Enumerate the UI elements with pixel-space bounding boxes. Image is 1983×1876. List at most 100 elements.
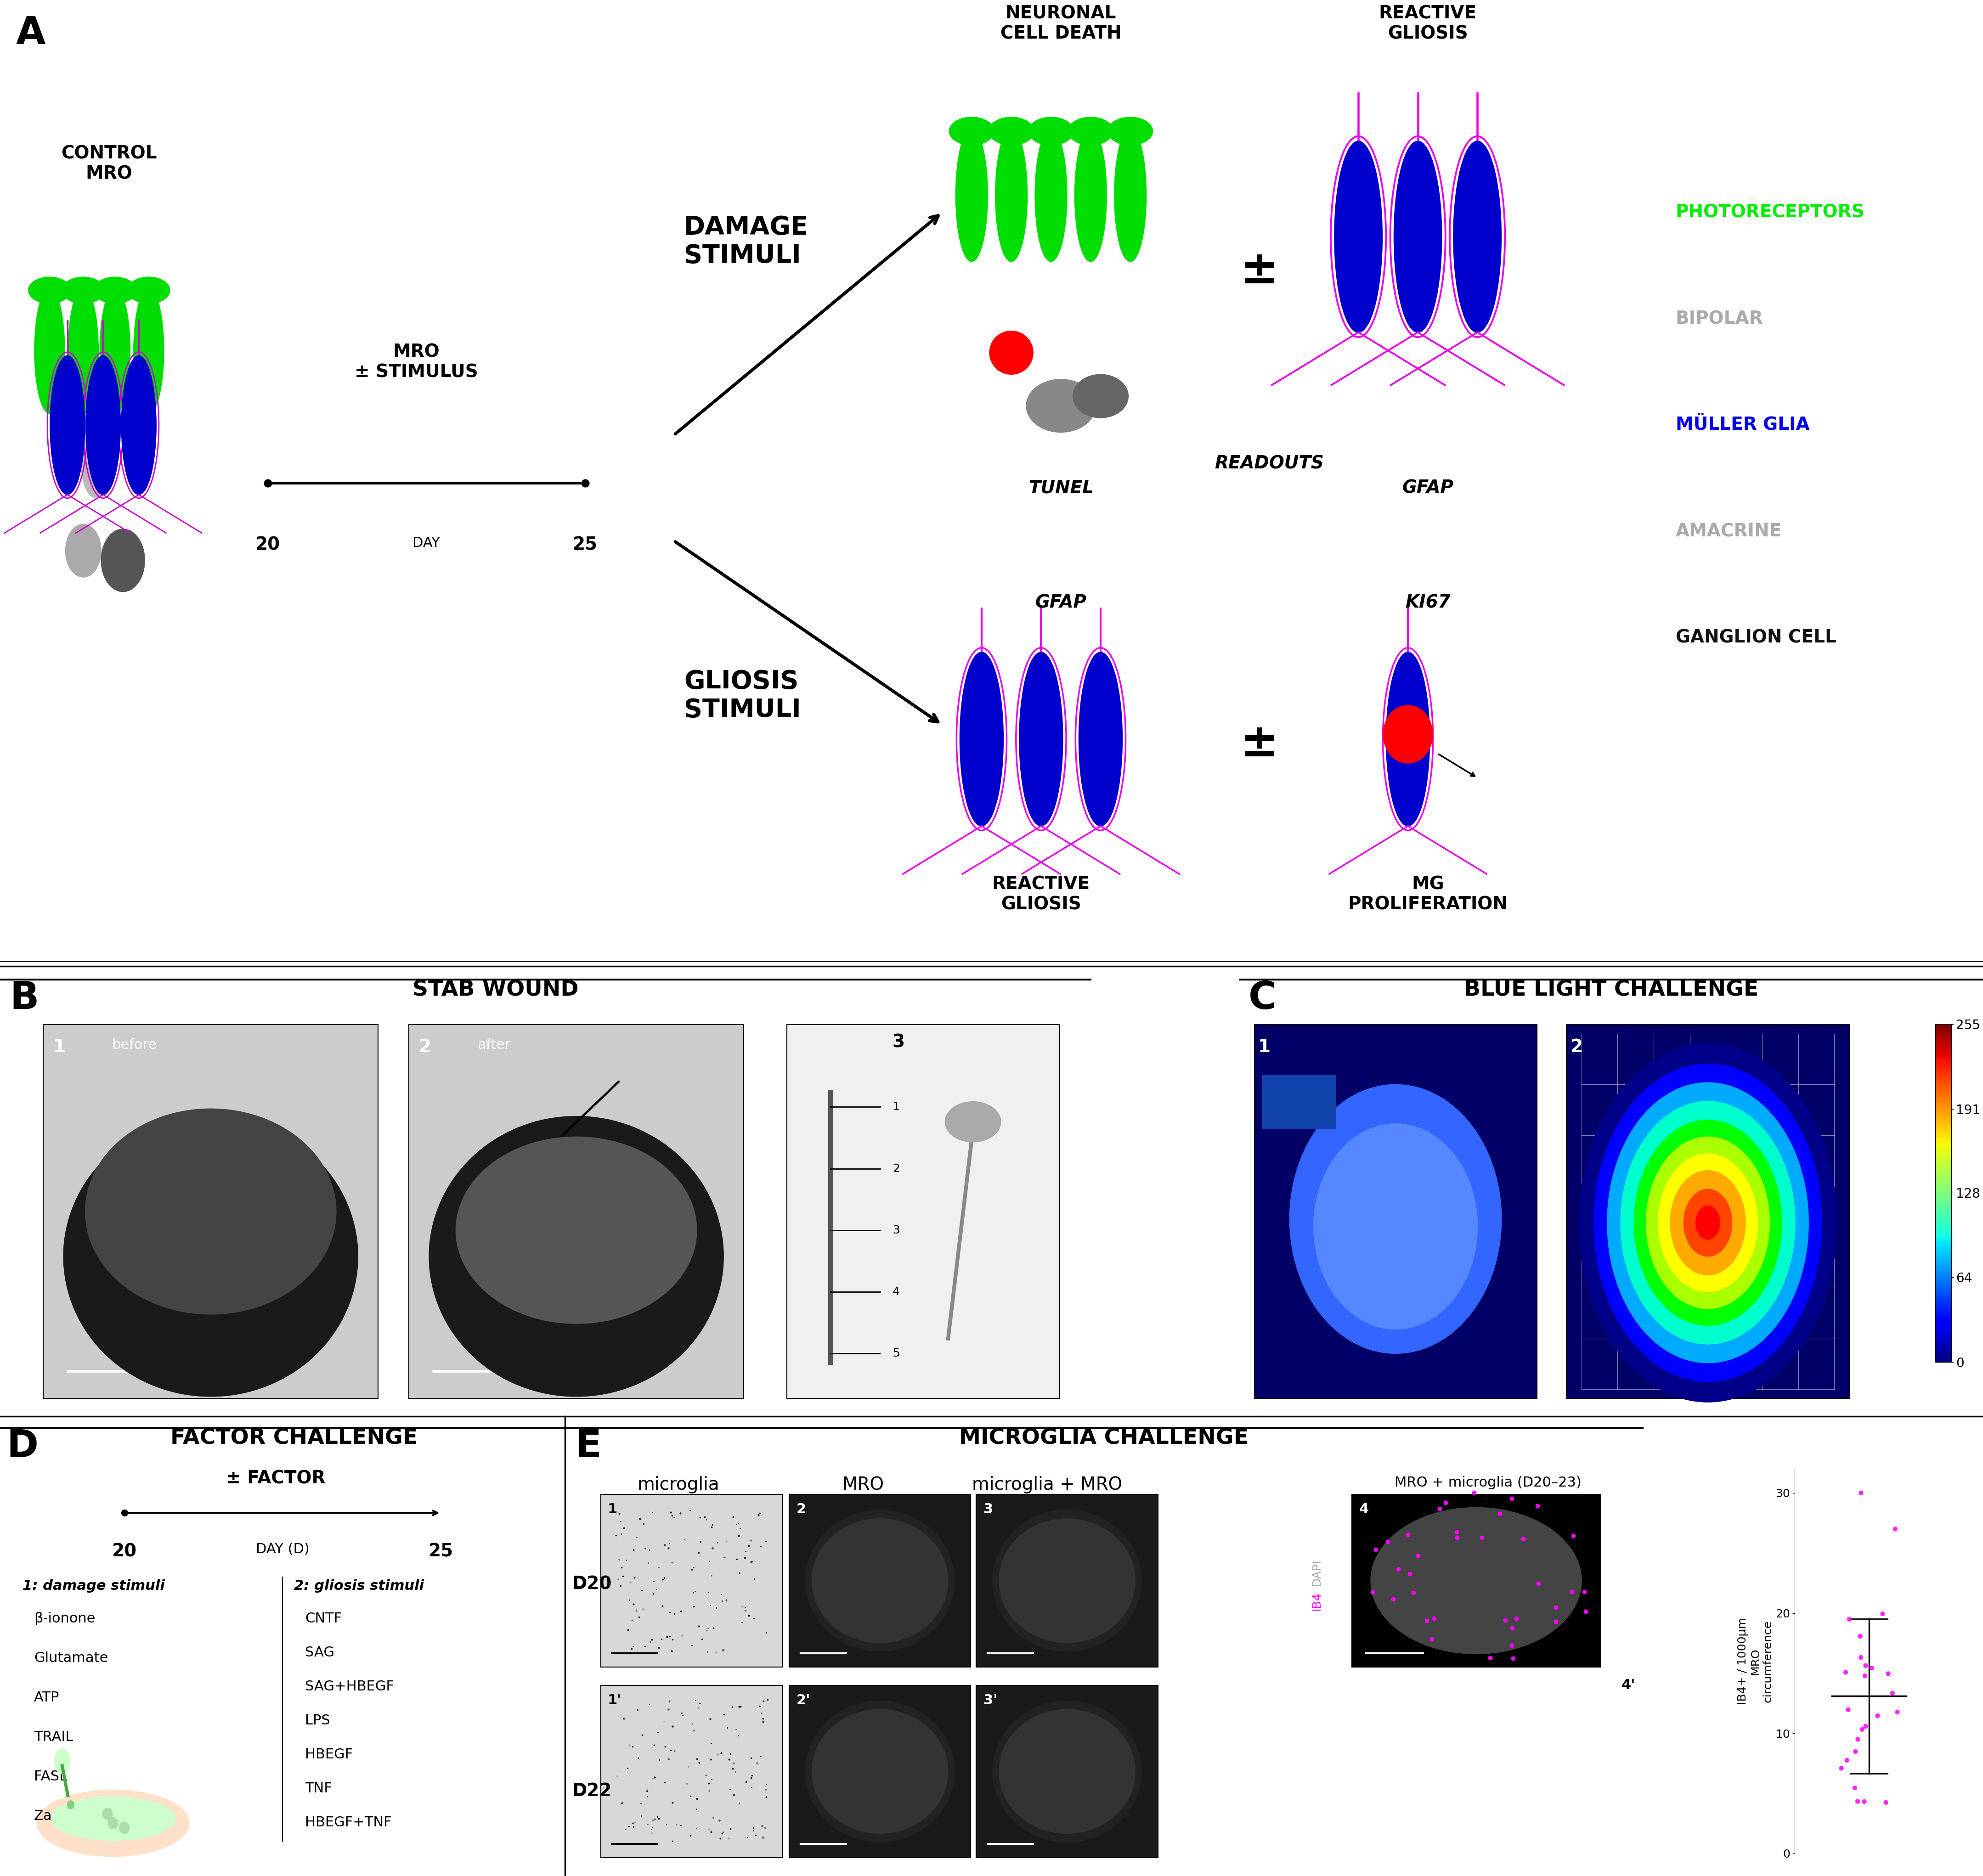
Text: 2: 2 <box>892 1163 900 1174</box>
Point <box>1872 1658 1904 1688</box>
Ellipse shape <box>81 430 109 497</box>
Ellipse shape <box>61 278 105 304</box>
Ellipse shape <box>1670 1171 1745 1276</box>
Text: DAPI: DAPI <box>1311 1559 1323 1585</box>
Text: GFAP: GFAP <box>1035 595 1087 612</box>
Text: 25: 25 <box>573 537 597 553</box>
Ellipse shape <box>1620 1101 1795 1345</box>
Text: 3: 3 <box>892 1034 904 1051</box>
Text: HBEGF: HBEGF <box>305 1748 353 1762</box>
Ellipse shape <box>1114 129 1146 261</box>
Point <box>1882 1698 1914 1728</box>
Point <box>1844 1642 1876 1672</box>
FancyBboxPatch shape <box>1261 1075 1337 1129</box>
Text: REACTIVE
GLIOSIS: REACTIVE GLIOSIS <box>992 876 1091 914</box>
Point <box>1856 1653 1888 1683</box>
Text: STAB WOUND: STAB WOUND <box>412 979 579 1000</box>
Ellipse shape <box>1079 653 1122 825</box>
Text: GANGLION CELL: GANGLION CELL <box>1676 628 1836 647</box>
Point <box>1876 1679 1908 1709</box>
Ellipse shape <box>1634 1120 1781 1326</box>
Text: FASL: FASL <box>34 1769 67 1784</box>
FancyBboxPatch shape <box>789 1685 970 1857</box>
Text: DAY: DAY <box>412 537 440 550</box>
Text: LPS: LPS <box>305 1715 331 1728</box>
Text: CNTF: CNTF <box>305 1611 341 1625</box>
Text: 3: 3 <box>984 1503 993 1516</box>
FancyBboxPatch shape <box>1253 1024 1537 1398</box>
FancyBboxPatch shape <box>408 1024 744 1398</box>
Text: D23: D23 <box>1329 1521 1341 1544</box>
Text: MRO + microglia (D20–23): MRO + microglia (D20–23) <box>1394 1476 1582 1490</box>
Text: microglia: microglia <box>637 1476 720 1493</box>
Text: DAY (D): DAY (D) <box>256 1542 309 1555</box>
Ellipse shape <box>1108 116 1152 144</box>
Point <box>1848 1660 1880 1690</box>
Ellipse shape <box>34 287 65 413</box>
Ellipse shape <box>99 287 131 413</box>
Ellipse shape <box>1606 1082 1808 1362</box>
Ellipse shape <box>1313 1124 1477 1330</box>
Text: BLUE LIGHT CHALLENGE: BLUE LIGHT CHALLENGE <box>1463 979 1759 1000</box>
Text: MRO
± STIMULUS: MRO ± STIMULUS <box>355 343 478 381</box>
FancyBboxPatch shape <box>787 1024 1059 1398</box>
Ellipse shape <box>1454 141 1501 332</box>
Ellipse shape <box>107 1818 119 1829</box>
Text: 20: 20 <box>111 1542 137 1561</box>
Ellipse shape <box>811 1709 948 1833</box>
Text: NEURONAL
CELL DEATH: NEURONAL CELL DEATH <box>999 6 1122 43</box>
Text: 1: 1 <box>54 1037 65 1056</box>
Text: 4: 4 <box>1358 1503 1368 1516</box>
Ellipse shape <box>1646 1137 1769 1309</box>
Ellipse shape <box>1386 653 1430 825</box>
Text: 2: 2 <box>418 1037 432 1056</box>
Text: 4: 4 <box>892 1287 900 1298</box>
Ellipse shape <box>38 1790 188 1857</box>
Point <box>1840 1737 1872 1767</box>
Text: TRAIL: TRAIL <box>34 1730 73 1743</box>
Point <box>1834 1604 1866 1634</box>
Ellipse shape <box>995 129 1027 261</box>
Ellipse shape <box>1658 1154 1757 1293</box>
Ellipse shape <box>999 1520 1134 1643</box>
FancyBboxPatch shape <box>976 1685 1158 1857</box>
Text: TNF: TNF <box>305 1782 333 1795</box>
Text: TUNEL: TUNEL <box>1029 478 1093 497</box>
Ellipse shape <box>52 1797 175 1840</box>
FancyBboxPatch shape <box>1567 1024 1848 1398</box>
Ellipse shape <box>428 1116 724 1396</box>
Text: 1: damage stimuli: 1: damage stimuli <box>22 1580 165 1593</box>
Ellipse shape <box>1684 1189 1731 1257</box>
Text: before: before <box>111 1037 157 1051</box>
Ellipse shape <box>1394 141 1442 332</box>
Ellipse shape <box>990 330 1033 375</box>
Ellipse shape <box>811 1520 948 1643</box>
Ellipse shape <box>1075 129 1107 261</box>
Text: microglia + MRO: microglia + MRO <box>972 1476 1122 1493</box>
Text: HBEGF+TNF: HBEGF+TNF <box>305 1816 393 1829</box>
Ellipse shape <box>67 287 99 413</box>
Text: Zaprinast: Zaprinast <box>34 1808 101 1823</box>
Text: AMACRINE: AMACRINE <box>1676 523 1783 540</box>
Text: MG
PROLIFERATION: MG PROLIFERATION <box>1348 876 1507 914</box>
FancyBboxPatch shape <box>976 1495 1158 1668</box>
Ellipse shape <box>28 278 71 304</box>
Point <box>1844 1621 1876 1651</box>
Text: D: D <box>6 1428 38 1465</box>
Ellipse shape <box>121 356 157 495</box>
Ellipse shape <box>1289 1084 1501 1353</box>
Text: MÜLLER GLIA: MÜLLER GLIA <box>1676 416 1810 433</box>
Point <box>1848 1786 1880 1816</box>
Ellipse shape <box>456 1137 696 1324</box>
Ellipse shape <box>65 523 101 578</box>
Ellipse shape <box>950 116 993 144</box>
Ellipse shape <box>805 1702 954 1842</box>
Ellipse shape <box>993 1702 1142 1842</box>
Text: after: after <box>478 1037 510 1051</box>
Ellipse shape <box>119 1822 129 1833</box>
Text: B: B <box>10 979 40 1017</box>
Ellipse shape <box>990 116 1033 144</box>
Text: 2: gliosis stimuli: 2: gliosis stimuli <box>293 1580 424 1593</box>
Text: GFAP: GFAP <box>1402 478 1454 497</box>
Text: MRO: MRO <box>843 1476 884 1493</box>
